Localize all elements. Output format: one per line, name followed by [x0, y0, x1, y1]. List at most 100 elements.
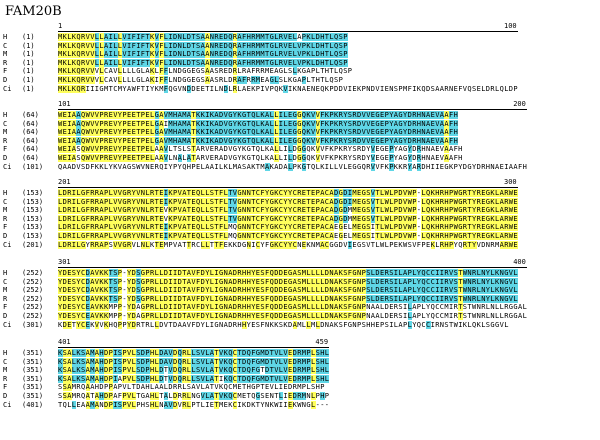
- residue-shade: [324, 189, 330, 197]
- residue-shade: [426, 136, 431, 145]
- residue-shade: [361, 189, 367, 197]
- residue-shade: [71, 303, 77, 312]
- residue-shade: [62, 67, 68, 76]
- residue-shade: [150, 50, 155, 59]
- residue-shade: [251, 286, 256, 295]
- residue-shade: [370, 162, 376, 171]
- residue-shade: [71, 76, 77, 84]
- residue-shade: [209, 197, 215, 206]
- residue-shade: [320, 136, 325, 145]
- residue-shade: [430, 197, 436, 206]
- residue-shade: [297, 41, 302, 50]
- residue-shade: [140, 312, 146, 320]
- residue-shade: [508, 232, 514, 240]
- sequence-text: MKLKQRIIIGMTCMYAWFTIYKMFQGVNDDEETILNDLRL…: [58, 84, 518, 93]
- residue-shade: [278, 197, 284, 206]
- residue-shade: [412, 197, 417, 206]
- residue-shade: [269, 214, 275, 223]
- residue-shade: [274, 357, 279, 366]
- alignment-row: Ci (301) KDETYCEKVVKHQPPYDRTRLLDVTDAAVFDYL…: [0, 320, 600, 329]
- residue-shade: [288, 240, 293, 249]
- species-label: C: [3, 119, 8, 128]
- residue-shade: [278, 366, 284, 375]
- residue-shade: [403, 111, 408, 119]
- residue-shade: [338, 303, 344, 312]
- residue-shade: [237, 374, 242, 383]
- residue-shade: [297, 366, 302, 375]
- residue-shade: [71, 223, 77, 232]
- residue-shade: [154, 41, 160, 50]
- residue-shade: [269, 374, 275, 383]
- residue-shade: [278, 303, 284, 312]
- residue-shade: [265, 294, 270, 303]
- residue-shade: [163, 136, 169, 145]
- residue-shade: [416, 269, 422, 277]
- residue-shade: [334, 312, 339, 320]
- residue-shade: [145, 277, 150, 286]
- residue-shade: [196, 286, 201, 295]
- residue-shade: [145, 357, 150, 366]
- residue-position: (351): [22, 383, 44, 392]
- residue-shade: [361, 214, 367, 223]
- residue-shade: [467, 294, 472, 303]
- residue-shade: [182, 58, 187, 67]
- residue-shade: [117, 128, 123, 137]
- residue-shade: [94, 320, 100, 329]
- residue-shade: [347, 119, 353, 128]
- residue-shade: [416, 294, 422, 303]
- residue-shade: [159, 189, 164, 197]
- residue-shade: [94, 50, 100, 59]
- residue-shade: [297, 312, 302, 320]
- residue-shade: [246, 41, 252, 50]
- residue-shade: [145, 50, 150, 59]
- residue-shade: [403, 223, 408, 232]
- residue-shade: [191, 366, 196, 375]
- residue-shade: [315, 33, 321, 41]
- residue-shade: [71, 41, 77, 50]
- residue-shade: [334, 136, 339, 145]
- residue-shade: [94, 400, 100, 409]
- residue-shade: [76, 357, 81, 366]
- residue-shade: [104, 357, 109, 366]
- residue-shade: [117, 136, 123, 145]
- residue-shade: [58, 269, 63, 277]
- residue-shade: [117, 58, 123, 67]
- sequence-text: YDESYCDAVKKTSP-YDSGPRLLDIIDTAVFDYLIGNADR…: [58, 269, 518, 277]
- residue-shade: [508, 294, 514, 303]
- residue-shade: [508, 197, 514, 206]
- residue-shade: [495, 277, 500, 286]
- residue-shade: [127, 50, 132, 59]
- residue-shade: [370, 214, 376, 223]
- residue-shade: [260, 294, 265, 303]
- residue-shade: [186, 357, 192, 366]
- residue-shade: [122, 50, 127, 59]
- residue-shade: [389, 189, 394, 197]
- residue-shade: [283, 357, 288, 366]
- residue-shade: [421, 294, 426, 303]
- residue-shade: [306, 197, 311, 206]
- residue-shade: [439, 136, 445, 145]
- residue-shade: [306, 136, 311, 145]
- residue-shade: [278, 240, 284, 249]
- residue-shade: [108, 349, 114, 357]
- residue-shade: [214, 366, 219, 375]
- residue-shade: [458, 232, 463, 240]
- residue-shade: [219, 286, 224, 295]
- residue-shade: [393, 277, 399, 286]
- residue-shade: [242, 269, 247, 277]
- residue-shade: [260, 206, 265, 215]
- residue-shade: [71, 400, 77, 409]
- residue-shade: [265, 58, 270, 67]
- residue-shade: [426, 128, 431, 137]
- residue-position: (64): [22, 145, 39, 154]
- residue-shade: [416, 286, 422, 295]
- residue-shade: [117, 269, 123, 277]
- residue-shade: [173, 294, 178, 303]
- residue-shade: [205, 349, 210, 357]
- residue-shade: [407, 286, 413, 295]
- residue-shade: [127, 277, 132, 286]
- residue-shade: [320, 312, 325, 320]
- residue-shade: [145, 145, 150, 154]
- residue-shade: [315, 206, 321, 215]
- residue-shade: [200, 41, 206, 50]
